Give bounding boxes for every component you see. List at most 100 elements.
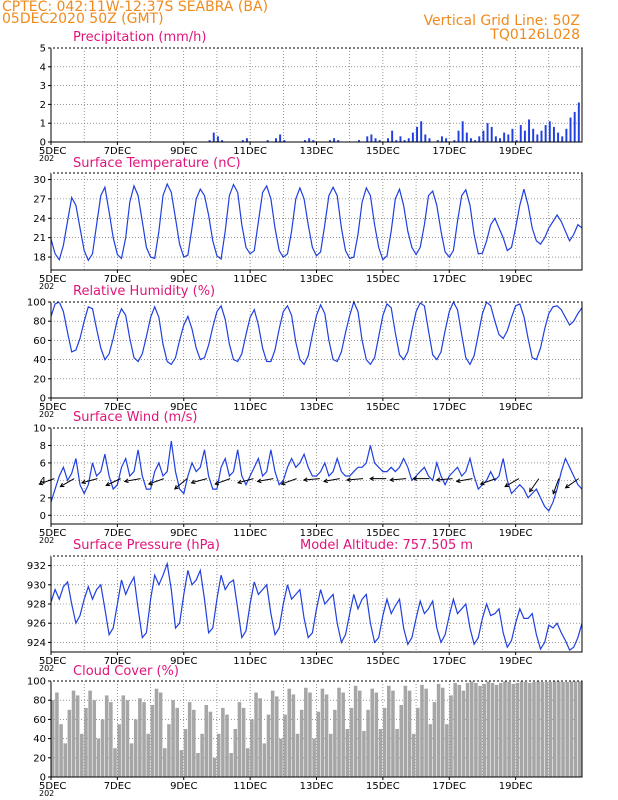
y-tick-label: 4 [40,62,46,73]
precipitation-bar [440,136,443,142]
x-tick-label: 13DEC [300,781,334,792]
cloud-cover-bar [569,681,574,777]
cloud-cover-bar [407,690,412,777]
wind-arrow [281,478,297,485]
panel-title: Surface Temperature (nC) [73,156,241,171]
precipitation-bar [499,138,501,142]
cloud-cover-bar [428,724,433,777]
precipitation-bar [577,102,580,142]
cloud-cover-bar [382,707,387,777]
cloud-cover-bar [200,733,204,777]
precipitation-bar [469,138,472,142]
precipitation-bar [523,130,526,142]
precipitation-bar [544,125,547,142]
wind-arrow [346,478,364,481]
precipitation-bar [312,140,315,142]
precipitation-bar [478,136,481,142]
x-tick-label: 7DEC [104,402,131,413]
y-tick-label: 100 [27,677,46,688]
wind-arrow-head [345,477,351,483]
x-tick-label: 19DEC [499,402,533,413]
cloud-cover-bar [229,753,233,777]
x-tick-label: 19DEC [499,656,533,667]
cloud-cover-bar [573,681,578,777]
cloud-cover-bar [150,705,155,777]
x-year-label: 202 [39,410,54,419]
cloud-cover-bar [279,738,283,777]
wind-arrow-head [190,479,196,485]
x-tick-label: 11DEC [233,146,267,157]
y-tick-label: 928 [27,600,46,611]
cloud-cover-bar [212,757,217,777]
wind-arrow [456,478,473,482]
precipitation-bar [328,140,331,142]
cloud-cover-bar [283,714,287,777]
cloud-cover-bar [192,709,196,777]
y-tick-label: 18 [33,253,46,264]
cloud-cover-bar [362,730,366,777]
x-tick-label: 13DEC [300,528,334,539]
cloud-cover-bar [391,690,395,777]
cloud-cover-bar [80,733,84,777]
cloud-cover-bar [241,707,246,777]
x-tick-label: 11DEC [233,528,267,539]
cloud-cover-bar [71,690,76,777]
surface-pressure-line [50,561,583,652]
x-tick-label: 15DEC [366,528,400,539]
x-tick-label: 7DEC [104,274,131,285]
precipitation-bar [337,140,340,142]
cloud-cover-bar [225,714,229,777]
wind-arrow-head [322,478,328,484]
wind-arrow [257,478,274,482]
cloud-cover-bar [316,711,321,777]
precipitation-bar [216,136,219,142]
cloud-cover-bar [511,683,516,777]
cloud-cover-bar [486,681,491,777]
header-station-line: CPTEC: 042:11W-12:37S SEABRA (BA) [2,0,269,15]
cloud-cover-bar [494,684,499,777]
x-tick-label: 11DEC [233,402,267,413]
cloud-cover-bar [266,714,271,777]
precipitation-bar [266,140,269,142]
cloud-cover-bar [204,705,209,777]
precipitation-bar [561,136,564,142]
precipitation-bar [279,134,282,142]
cloud-cover-bar [312,738,316,777]
wind-arrow [565,478,579,489]
cloud-cover-bar [515,682,520,777]
precipitation-bar [573,111,576,142]
precipitation-bar [424,134,427,142]
cloud-cover-bar [420,684,424,777]
y-tick-label: 80 [33,317,46,328]
cloud-cover-bar [291,694,296,777]
cloud-cover-bar [337,687,341,777]
precipitation-bar [208,140,211,142]
precipitation-bar [366,136,369,142]
x-tick-label: 9DEC [170,656,197,667]
cloud-cover-bar [138,698,142,777]
wind-arrow [480,478,496,485]
precipitation-bar [536,134,539,142]
precipitation-bar [552,126,555,142]
precipitation-bar [540,130,543,142]
cloud-cover-bar [117,724,121,777]
cloud-cover-bar [113,748,117,777]
cloud-cover-bar [154,688,159,777]
cloud-cover-bar [304,687,308,777]
cloud-cover-bar [445,724,449,777]
cloud-cover-bar [378,729,383,777]
cloud-cover-bar [163,748,167,777]
y-tick-label: 932 [27,561,46,572]
precipitation-bar [486,123,489,142]
x-tick-label: 19DEC [499,146,533,157]
y-tick-label: 0 [40,138,46,149]
precipitation-bar [370,134,373,142]
precipitation-bar [416,126,419,142]
precipitation-bar [465,132,468,142]
cloud-cover-bar [275,696,279,777]
precipitation-bar [453,140,456,142]
precipitation-bar [445,138,448,142]
y-tick-label: 60 [33,715,46,726]
cloud-cover-bar [299,709,304,777]
wind-arrow-head [59,482,65,488]
